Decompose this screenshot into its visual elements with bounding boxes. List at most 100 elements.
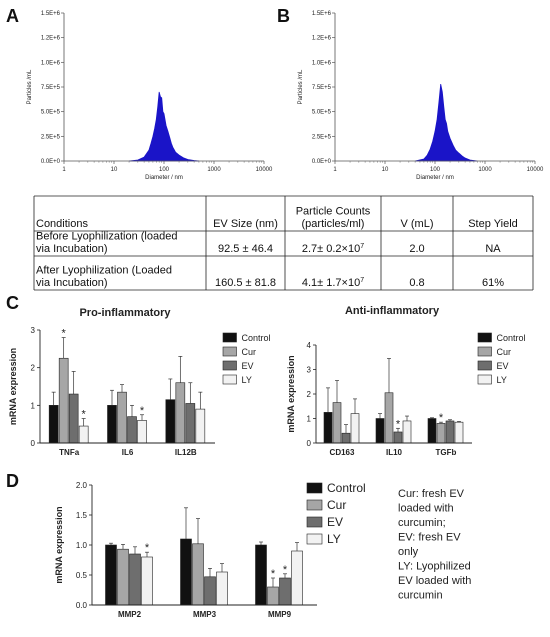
panel-label-c: C	[6, 293, 19, 313]
legend-swatch-control	[222, 332, 237, 343]
y-tick-label: 0.0	[76, 601, 88, 610]
y-tick-label: 1.0	[76, 541, 88, 550]
table-cell: via Incubation)	[36, 277, 108, 289]
bar-cur-il10	[384, 392, 394, 444]
note-line: curcumin	[398, 590, 443, 602]
table-cell: 0.8	[409, 277, 424, 289]
bar-ev-tgfb	[445, 420, 455, 444]
significance-star: *	[62, 328, 67, 340]
bar-ev-il12b	[185, 403, 196, 444]
y-tick-label: 0	[31, 439, 36, 448]
y-tick-label: 1.0E+6	[41, 60, 61, 66]
bar-control-mmp2	[105, 544, 117, 606]
bar-control-il10	[375, 418, 385, 444]
mmp-bar-chart: 0.0 0.5 1.0 1.5 2.0 * MMP2 MMP3 * * MMP9 mRNA expre…	[54, 481, 366, 619]
significance-star: *	[140, 405, 145, 417]
bar-ev-cd163	[341, 432, 351, 444]
significance-star: *	[283, 564, 288, 576]
panel-label-a: A	[6, 6, 19, 26]
table-cell: 4.1± 1.7×107	[302, 277, 364, 289]
legend-label-cur: Cur	[497, 347, 512, 357]
table-header-cell: Particle Counts	[296, 206, 371, 218]
legend-label-ly: LY	[327, 532, 341, 546]
category-label: MMP3	[193, 610, 217, 619]
ev-characterization-table: Conditions EV Size (nm) Particle Counts(pa…	[33, 195, 534, 291]
panel-label-b: B	[277, 6, 290, 26]
table-cell: 2.7± 0.2×107	[302, 243, 364, 255]
category-label: IL6	[122, 448, 134, 457]
note-line: EV loaded with	[398, 575, 471, 587]
table-cell: After Lyophilization (Loaded	[36, 265, 172, 277]
x-axis-label: Diameter / nm	[145, 175, 183, 181]
legend-swatch-control	[306, 482, 323, 494]
y-tick-label: 2.5E+5	[41, 134, 61, 140]
legend-label-ly: LY	[497, 375, 507, 385]
x-tick-label: 10	[111, 167, 118, 173]
table-header-cell: EV Size (nm)	[213, 218, 278, 230]
legend-swatch-ev	[222, 360, 237, 371]
x-tick-label: 1000	[207, 167, 221, 173]
legend-label-control: Control	[242, 333, 271, 343]
note-line: EV: fresh EV	[398, 532, 461, 544]
bar-control-il6	[107, 405, 117, 444]
bar-ly-mmp2	[141, 556, 153, 606]
note-line: curcumin;	[398, 517, 446, 529]
legend-swatch-cur	[477, 346, 492, 357]
category-label: MMP9	[268, 610, 292, 619]
category-label: MMP2	[118, 610, 142, 619]
note-line: Cur: fresh EV	[398, 488, 465, 500]
y-tick-label: 1.2E+6	[41, 36, 61, 42]
y-tick-label: 5.0E+5	[312, 110, 332, 116]
y-tick-label: 1	[307, 415, 312, 424]
legend-label-ev: EV	[327, 515, 343, 529]
note-line: only	[398, 546, 419, 558]
y-tick-label: 1.5	[76, 511, 88, 520]
pro-inflammatory-bar-chart: 0 1 2 3 * * TNFa * IL6 IL12B mRNA expression Pro-in…	[8, 307, 271, 457]
legend-label-control: Control	[327, 481, 366, 495]
y-axis-label: mRNA expression	[54, 506, 64, 583]
bar-cur-mmp3	[192, 543, 204, 606]
significance-star: *	[82, 409, 87, 421]
bar-control-tnfa	[48, 405, 59, 444]
table-cell: 61%	[482, 277, 504, 289]
category-label: IL10	[386, 448, 403, 457]
anti-inflammatory-bar-chart: 0 1 2 3 4 CD163 * IL10 * TGFb mRNA expression Anti-…	[286, 305, 526, 457]
bar-cur-il12b	[175, 382, 186, 444]
y-tick-label: 1.5E+6	[312, 11, 332, 17]
legend-swatch-ev	[477, 360, 492, 371]
bar-cur-cd163	[332, 402, 342, 444]
legend-swatch-ly	[306, 533, 323, 545]
x-tick-label: 1	[62, 167, 66, 173]
bar-cur-tgfb	[436, 423, 446, 444]
x-axis-label: Diameter / nm	[416, 175, 454, 181]
category-label: IL12B	[175, 448, 197, 457]
significance-star: *	[396, 418, 401, 430]
legend-swatch-control	[477, 332, 492, 343]
y-axis-label: Particles /mL	[298, 69, 304, 104]
y-tick-label: 7.5E+5	[312, 85, 332, 91]
y-tick-label: 3	[31, 326, 36, 335]
bar-ev-il6	[127, 416, 137, 444]
legend-label-control: Control	[497, 333, 526, 343]
bar-ly-mmp9	[291, 550, 303, 606]
x-tick-label: 100	[430, 167, 441, 173]
bar-ly-tnfa	[78, 425, 89, 444]
bar-ly-mmp3	[216, 571, 228, 606]
x-tick-label: 10000	[527, 167, 544, 173]
legend-swatch-ly	[477, 374, 492, 385]
abbreviation-note: Cur: fresh EV loaded with curcumin; EV: fre…	[398, 488, 471, 602]
y-tick-label: 1.2E+6	[312, 36, 332, 42]
category-label: TGFb	[436, 448, 457, 457]
bar-ly-tgfb	[454, 421, 464, 444]
significance-star: *	[439, 412, 444, 424]
bar-ly-cd163	[350, 413, 360, 444]
bar-control-tgfb	[427, 418, 437, 444]
table-header-cell: Step Yield	[468, 218, 518, 230]
y-tick-label: 1	[31, 401, 36, 410]
legend-swatch-ly	[222, 374, 237, 385]
legend-label-cur: Cur	[327, 498, 346, 512]
legend-label-ev: EV	[242, 361, 254, 371]
bar-control-cd163	[323, 412, 333, 444]
note-line: LY: Lyophilized	[398, 561, 471, 573]
